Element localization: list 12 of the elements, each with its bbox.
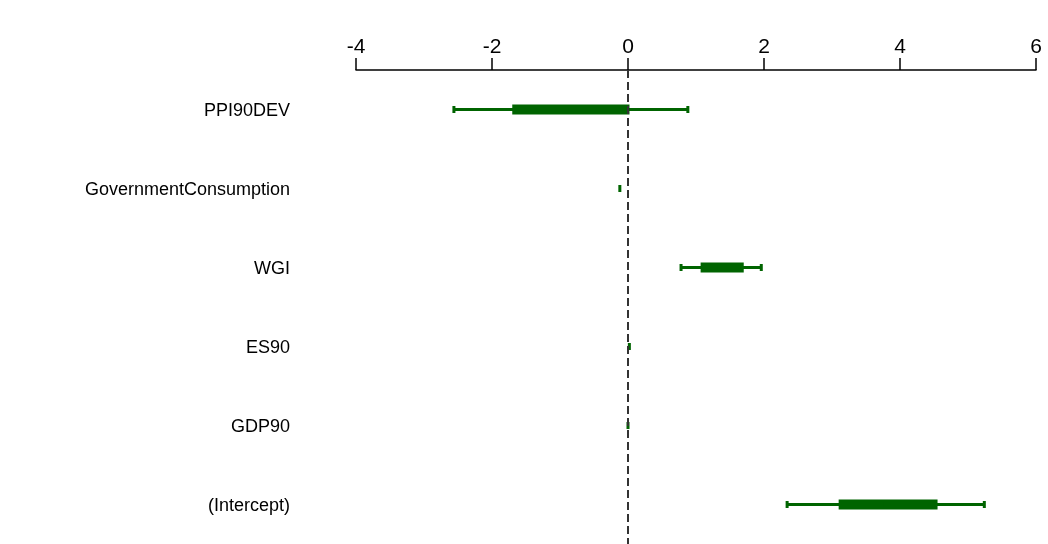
x-tick-label: -4 bbox=[346, 34, 366, 57]
x-tick-label: 2 bbox=[758, 34, 770, 57]
x-tick-label: -2 bbox=[482, 34, 502, 57]
x-tick-label: 6 bbox=[1030, 34, 1042, 57]
y-tick-label: ES90 bbox=[245, 336, 290, 357]
y-tick-label: PPI90DEV bbox=[203, 99, 290, 120]
y-tick-label: (Intercept) bbox=[207, 494, 290, 515]
y-tick-label: GovernmentConsumption bbox=[84, 178, 290, 199]
x-tick-label: 0 bbox=[622, 34, 634, 57]
y-tick-label: GDP90 bbox=[230, 415, 290, 436]
y-tick-label: WGI bbox=[254, 257, 290, 278]
x-tick-label: 4 bbox=[894, 34, 907, 57]
